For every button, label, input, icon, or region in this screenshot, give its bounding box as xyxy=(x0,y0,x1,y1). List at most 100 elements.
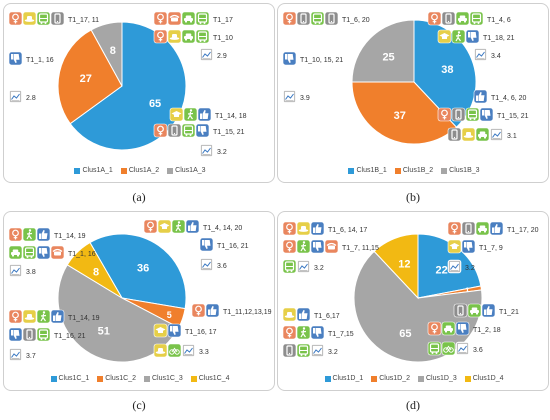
phone-icon xyxy=(50,11,65,26)
female-icon xyxy=(427,11,442,26)
car-icon xyxy=(455,11,470,26)
annotation-label: T1_6,17 xyxy=(314,313,340,320)
female-icon xyxy=(8,309,23,324)
female-icon xyxy=(447,221,462,236)
female-icon xyxy=(427,321,442,336)
graduation-icon xyxy=(153,323,168,338)
thumbs-down-icon xyxy=(36,245,51,260)
slice-value-label: 65 xyxy=(399,328,411,340)
thumbs-up-icon xyxy=(296,307,311,322)
female-icon xyxy=(191,303,206,318)
annotation-label: T1_7, 11,15 xyxy=(342,245,379,252)
female-icon xyxy=(282,325,297,340)
thumbs-down-icon xyxy=(195,123,210,138)
legend-item: Clus1A_2 xyxy=(120,167,160,174)
annotation-label: T1_17 xyxy=(213,17,233,24)
legend-label: Clus1B_2 xyxy=(402,167,434,174)
pie-slice-1 xyxy=(89,233,187,310)
annotation-label: T1_4, 6 xyxy=(487,17,511,24)
female-icon xyxy=(8,11,23,26)
annotation-label: T1_16, 21 xyxy=(217,243,249,250)
annotation-label: T1_14, 18 xyxy=(215,113,247,120)
annotation-label: T1_17, 11 xyxy=(68,17,99,24)
legend-item: Clus1C_3 xyxy=(144,375,183,382)
chart-icon xyxy=(199,47,214,62)
legend-label: Clus1D_3 xyxy=(426,375,457,382)
annotation-label: 3.2 xyxy=(328,349,338,356)
legend-label: Clus1C_4 xyxy=(198,375,230,382)
female-icon xyxy=(143,219,158,234)
legend-item: Clus1B_1 xyxy=(348,167,387,174)
legend-item: Clus1C_4 xyxy=(190,375,230,382)
bus-icon xyxy=(427,341,442,356)
pie-chart-d: 22 1 65 12 T1_6, 14, 17 T1_7, 11,15 3.2 T1_17, … xyxy=(282,221,539,363)
pie-slice-4 xyxy=(66,241,123,299)
legend-swatch xyxy=(441,167,448,174)
pie-slice-2 xyxy=(351,81,458,145)
walk-icon xyxy=(36,309,51,324)
annotation-label: T1_15, 21 xyxy=(497,113,529,120)
thumbs-down-icon xyxy=(167,323,182,338)
pie-chart-b: 38 37 25 T1_4, 6 T1_18, 21 3.4 T1_6, 20 T1_10, … xyxy=(282,11,529,145)
graduation-icon xyxy=(447,239,462,254)
caption-b: (b) xyxy=(406,190,420,204)
phone-icon xyxy=(451,107,466,122)
thumbs-up-icon xyxy=(185,219,200,234)
slice-value-label: 25 xyxy=(382,52,394,64)
phone-icon xyxy=(296,11,311,26)
pie-slice-3 xyxy=(90,21,123,87)
slice-value-label: 37 xyxy=(394,110,406,122)
car-icon xyxy=(475,127,490,142)
phone-icon xyxy=(282,343,297,358)
phone-icon xyxy=(441,11,456,26)
annotation-label: 2.8 xyxy=(26,95,36,102)
panel-b: 38 37 25 T1_4, 6 T1_18, 21 3.4 T1_6, 20 T1_10, … xyxy=(277,3,549,183)
legend-swatch xyxy=(394,167,401,174)
annotation-label: T1_14, 19 xyxy=(54,233,86,240)
thumbs-down-icon xyxy=(479,107,494,122)
slice-value-label: 5 xyxy=(167,310,172,320)
telephone-icon xyxy=(324,239,339,254)
legend-swatch xyxy=(418,375,424,382)
legend-label: Clus1D_4 xyxy=(472,375,504,382)
legend-label: Clus1D_2 xyxy=(379,375,410,382)
legend-label: Clus1A_2 xyxy=(128,167,160,174)
phone-icon xyxy=(22,327,37,342)
chart-icon xyxy=(199,257,214,272)
car-icon xyxy=(441,321,456,336)
legend-swatch xyxy=(50,375,57,382)
annotation-label: T1_17, 20 xyxy=(507,227,539,234)
female-icon xyxy=(153,123,168,138)
slice-value-label: 12 xyxy=(398,258,410,270)
thumbs-down-icon xyxy=(455,321,470,336)
phone-icon xyxy=(453,303,468,318)
chart-icon xyxy=(447,259,462,274)
legend-swatch xyxy=(167,167,174,174)
bus-icon xyxy=(469,11,484,26)
slice-value-label: 1 xyxy=(465,286,470,296)
thumbs-down-icon xyxy=(199,237,214,252)
annotation-label: 3.6 xyxy=(217,263,227,270)
annotation-label: T1_7,15 xyxy=(328,331,354,338)
hat-icon xyxy=(461,127,476,142)
annotation-label: 3.8 xyxy=(26,269,36,276)
slice-value-label: 8 xyxy=(93,266,99,278)
bus-icon xyxy=(181,123,196,138)
chart-icon xyxy=(8,89,23,104)
bus-icon xyxy=(296,343,311,358)
hat-icon xyxy=(22,309,37,324)
annotation-label: T1_18, 21 xyxy=(483,35,515,42)
annotation-label: T1_16, 21 xyxy=(54,333,86,340)
female-icon xyxy=(282,221,297,236)
thumbs-up-icon xyxy=(197,107,212,122)
legend-item: Clus1A_1 xyxy=(74,167,113,174)
legend-label: Clus1C_3 xyxy=(152,375,183,382)
walk-icon xyxy=(451,29,466,44)
annotation-label: 3.7 xyxy=(26,353,36,360)
legend-label: Clus1C_2 xyxy=(105,375,136,382)
car-icon xyxy=(181,11,196,26)
annotation-label: 3.2 xyxy=(217,149,227,156)
annotation-label: T1_21 xyxy=(499,309,519,316)
chart-icon xyxy=(181,343,196,358)
legend-label: Clus1B_3 xyxy=(449,167,480,174)
